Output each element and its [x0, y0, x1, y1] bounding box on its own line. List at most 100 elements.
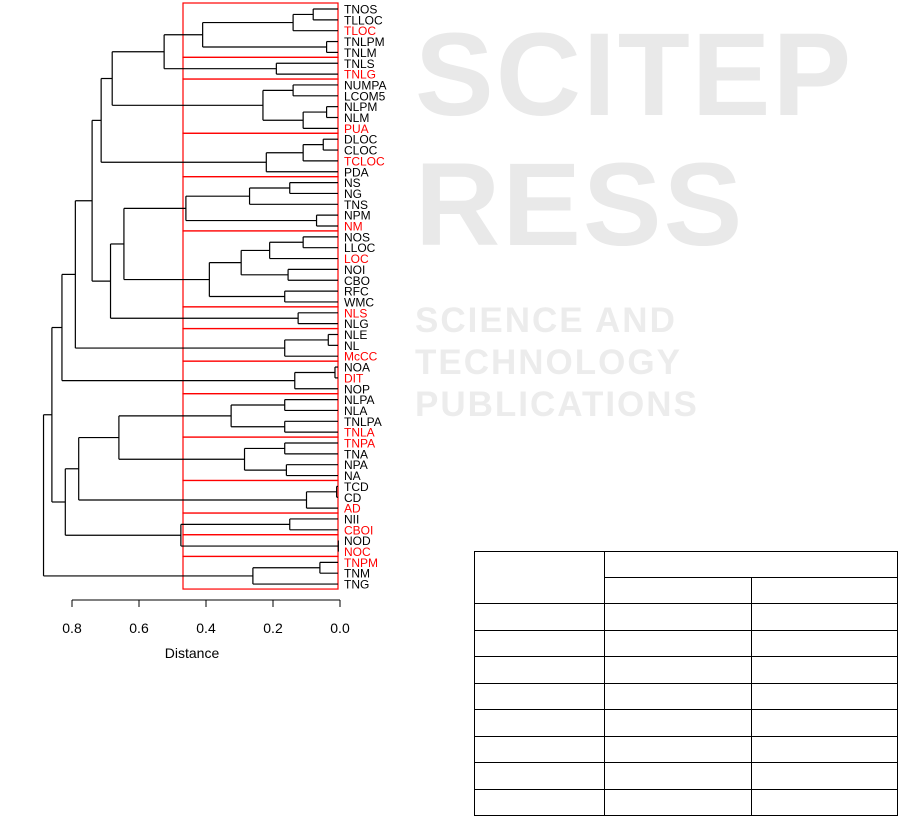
leaf-label: CBO [344, 274, 370, 288]
table-row [474, 788, 898, 816]
table-cell [474, 788, 605, 816]
empty-table [474, 551, 898, 816]
leaf-label: CLOC [344, 144, 378, 158]
leaf-label: McCC [344, 350, 378, 364]
table-row [474, 603, 898, 631]
table-cell [604, 603, 752, 631]
table-header-cell [474, 551, 605, 604]
leaf-label: TNS [344, 198, 368, 212]
table-cell [604, 709, 752, 737]
leaf-label: TCD [344, 480, 369, 494]
x-tick-label: 0.2 [263, 620, 283, 636]
leaf-label: LOC [344, 252, 369, 266]
table-cell [604, 735, 752, 763]
leaf-label: PDA [344, 165, 369, 179]
table-subheader-cell [751, 577, 898, 604]
leaf-label: CD [344, 491, 362, 505]
x-axis: 0.8 0.6 0.4 0.2 0.0 [62, 599, 350, 636]
leaf-label: TNG [344, 578, 369, 592]
leaf-label: LCOM5 [344, 89, 386, 103]
x-tick-label: 0.6 [129, 620, 149, 636]
x-tick-label: 0.0 [330, 620, 350, 636]
leaf-label: NOC [344, 545, 371, 559]
leaf-label: NOI [344, 263, 365, 277]
table-row [474, 656, 898, 684]
table-cell [604, 656, 752, 684]
table-cell [604, 682, 752, 710]
leaf-label: NLE [344, 328, 367, 342]
leaf-label: TNM [344, 567, 370, 581]
table-cell [474, 762, 605, 790]
table-cell [751, 735, 898, 763]
leaf-label: PUA [344, 122, 369, 136]
leaf-label: NS [344, 176, 361, 190]
leaf-label: NOS [344, 230, 370, 244]
leaf-label: RFC [344, 285, 369, 299]
leaf-label: NPA [344, 458, 368, 472]
leaf-label: TNA [344, 447, 368, 461]
leaf-label: TNLS [344, 57, 375, 71]
table-row [474, 682, 898, 710]
x-tick-label: 0.4 [196, 620, 216, 636]
table-row [474, 629, 898, 657]
leaf-label: NLG [344, 317, 369, 331]
leaf-label: TNLM [344, 46, 377, 60]
table-cell [604, 788, 752, 816]
leaf-label: TNLPM [344, 35, 385, 49]
leaf-label: NOD [344, 534, 371, 548]
leaf-label: TNLPA [344, 415, 382, 429]
table-cell [474, 656, 605, 684]
leaf-label: TNPA [344, 437, 375, 451]
leaf-label: NLM [344, 111, 369, 125]
leaf-label: TNLG [344, 68, 376, 82]
cluster-box [182, 78, 339, 134]
leaf-label: DLOC [344, 133, 378, 147]
table-cell [751, 788, 898, 816]
table-cell [604, 762, 752, 790]
leaf-label: NG [344, 187, 362, 201]
table-cell [751, 762, 898, 790]
leaf-label: TNOS [344, 3, 377, 17]
leaf-label: TLLOC [344, 13, 383, 27]
leaf-label: CBOI [344, 523, 373, 537]
table-cell [474, 629, 605, 657]
table-cell [751, 656, 898, 684]
leaf-label: DIT [344, 371, 364, 385]
table-cell [604, 629, 752, 657]
leaf-label: AD [344, 502, 361, 516]
x-tick-label: 0.8 [62, 620, 82, 636]
leaf-label: NOP [344, 382, 370, 396]
table-cell [474, 603, 605, 631]
leaf-label: NUMPA [344, 78, 386, 92]
table-subheader-cell [604, 577, 752, 604]
table-row [474, 709, 898, 737]
table-cell [751, 682, 898, 710]
leaf-label: NL [344, 339, 360, 353]
cluster-box [182, 132, 339, 178]
table-row [474, 762, 898, 790]
table-row [474, 735, 898, 763]
table-cell [751, 629, 898, 657]
leaf-label: TNLA [344, 426, 375, 440]
table-cell [474, 682, 605, 710]
leaf-label: NLA [344, 404, 367, 418]
leaf-label: TNPM [344, 556, 378, 570]
watermark-subtitle: SCIENCE AND TECHNOLOGY PUBLICATIONS [415, 301, 699, 424]
watermark-logo-text: SCITEPRESS [415, 9, 854, 271]
table-cell [751, 603, 898, 631]
table-cell [474, 709, 605, 737]
leaf-label: TCLOC [344, 154, 385, 168]
leaf-label: NLPA [344, 393, 374, 407]
leaf-label: NLPM [344, 100, 377, 114]
leaf-label: NII [344, 512, 359, 526]
leaf-label: TLOC [344, 24, 376, 38]
leaf-label: NLS [344, 306, 367, 320]
leaf-label: NPM [344, 209, 371, 223]
table-cell [751, 709, 898, 737]
leaf-label: NM [344, 220, 363, 234]
leaf-label: WMC [344, 295, 374, 309]
leaf-label: NOA [344, 361, 370, 375]
leaf-label: LLOC [344, 241, 376, 255]
table-cell [474, 735, 605, 763]
